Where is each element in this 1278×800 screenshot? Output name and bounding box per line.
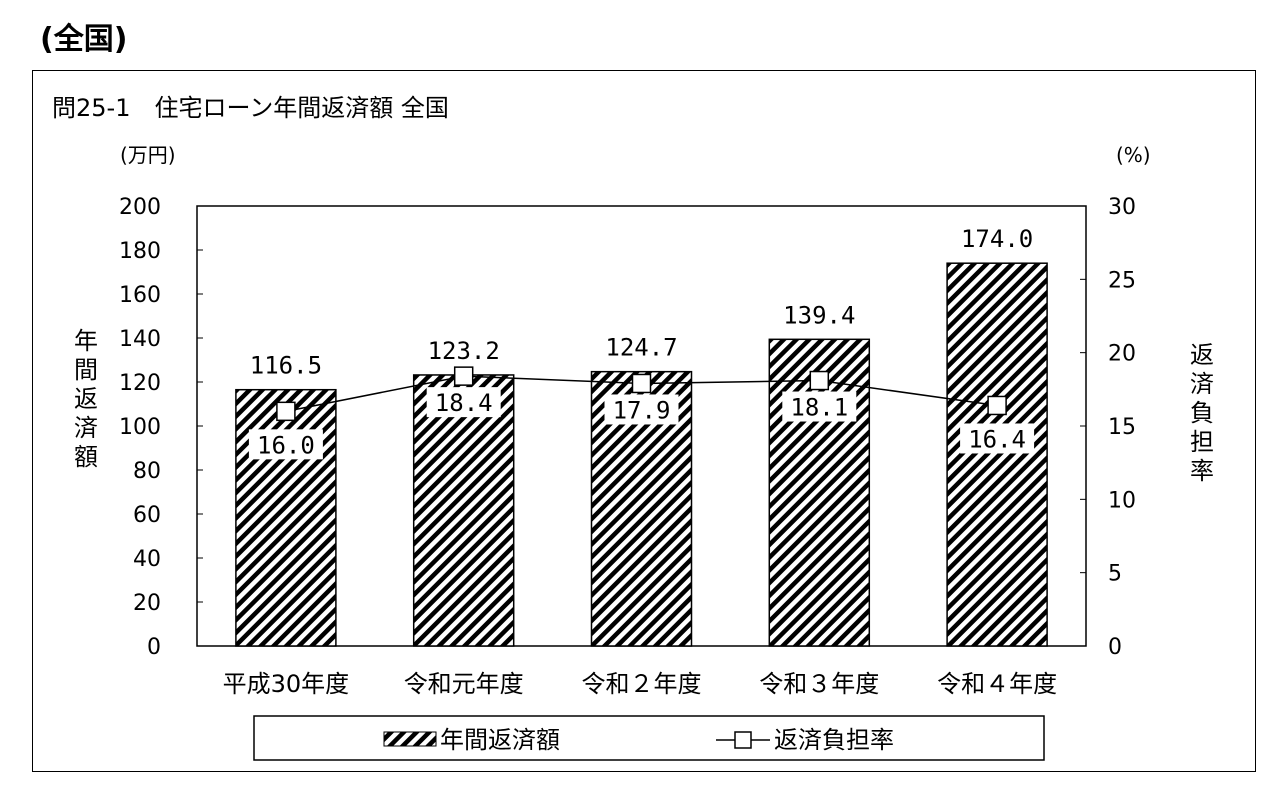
line-label-bg	[960, 423, 1035, 454]
category-label: 令和４年度	[937, 670, 1057, 698]
legend-box	[253, 715, 1045, 761]
right-axis-unit: (%)	[1116, 143, 1151, 167]
category-label: 令和元年度	[404, 670, 524, 698]
line-point	[276, 401, 296, 422]
left-tick-label: 40	[133, 547, 161, 572]
legend-bar-label: 年間返済額	[440, 726, 560, 754]
line-markers	[276, 366, 1007, 422]
chart-title: 問25-1 住宅ローン年間返済額 全国	[52, 94, 449, 122]
left-tick-label: 0	[147, 635, 161, 660]
category-label: 令和２年度	[582, 670, 702, 698]
right-tick-label: 20	[1108, 342, 1136, 367]
line-value-labels: 16.0 18.4 17.9 18.1 16.4	[248, 387, 1035, 460]
line-label-bg	[426, 387, 501, 418]
legend: 年間返済額 返済負担率	[253, 715, 1045, 761]
left-tick-label: 200	[119, 195, 161, 220]
line-value-label: 16.0	[257, 431, 315, 459]
line-value-label: 16.4	[968, 425, 1026, 453]
line-label-bg	[248, 429, 323, 460]
bar	[235, 388, 337, 647]
bar-value-label: 123.2	[428, 337, 500, 365]
left-axis-ticks: 0 20 40 60 80 100 120 140 160 180 200	[119, 195, 203, 660]
bar-value-label: 174.0	[961, 225, 1033, 253]
line-point	[631, 373, 652, 394]
bar-series	[235, 262, 1048, 647]
legend-line-marker	[734, 731, 752, 749]
left-tick-label: 80	[133, 459, 161, 484]
bar-value-label: 116.5	[250, 352, 322, 380]
line-value-label: 17.9	[613, 396, 671, 424]
left-axis-label: 年間返済額	[74, 327, 98, 471]
line-label-bg	[782, 391, 857, 422]
right-axis-label: 返済負担率	[1190, 341, 1214, 485]
line-value-label: 18.4	[435, 389, 493, 417]
left-axis-unit: (万円)	[120, 143, 176, 167]
right-tick-label: 10	[1108, 488, 1136, 513]
category-labels: 平成30年度 令和元年度 令和２年度 令和３年度 令和４年度	[223, 670, 1057, 698]
right-tick-label: 25	[1108, 268, 1136, 293]
bar	[412, 374, 515, 647]
category-label: 令和３年度	[759, 670, 879, 698]
left-tick-label: 100	[119, 415, 161, 440]
bar	[946, 262, 1048, 647]
page-heading: (全国)	[40, 22, 128, 57]
right-tick-label: 0	[1108, 635, 1122, 660]
legend-line-label: 返済負担率	[774, 726, 894, 754]
left-tick-label: 60	[133, 503, 161, 528]
line-point	[453, 366, 474, 386]
bar	[768, 338, 871, 647]
left-tick-label: 180	[119, 239, 161, 264]
line-point	[987, 395, 1007, 416]
legend-bar-swatch	[383, 731, 437, 747]
right-tick-label: 15	[1108, 415, 1136, 440]
left-tick-label: 120	[119, 371, 161, 396]
right-axis-ticks: 0 5 10 15 20 25 30	[1080, 195, 1136, 660]
line-point	[809, 370, 830, 391]
line-label-bg	[604, 394, 679, 425]
left-tick-label: 140	[119, 327, 161, 352]
right-tick-label: 30	[1108, 195, 1136, 220]
bar-value-label: 139.4	[783, 301, 855, 329]
left-tick-label: 160	[119, 283, 161, 308]
right-tick-label: 5	[1108, 562, 1122, 587]
bar-value-labels: 116.5 123.2 124.7 139.4 174.0	[250, 225, 1033, 380]
line-value-label: 18.1	[790, 394, 848, 422]
bar-value-label: 124.7	[605, 334, 677, 362]
left-tick-label: 20	[133, 591, 161, 616]
chart-frame	[32, 70, 1256, 772]
category-label: 平成30年度	[223, 670, 350, 698]
